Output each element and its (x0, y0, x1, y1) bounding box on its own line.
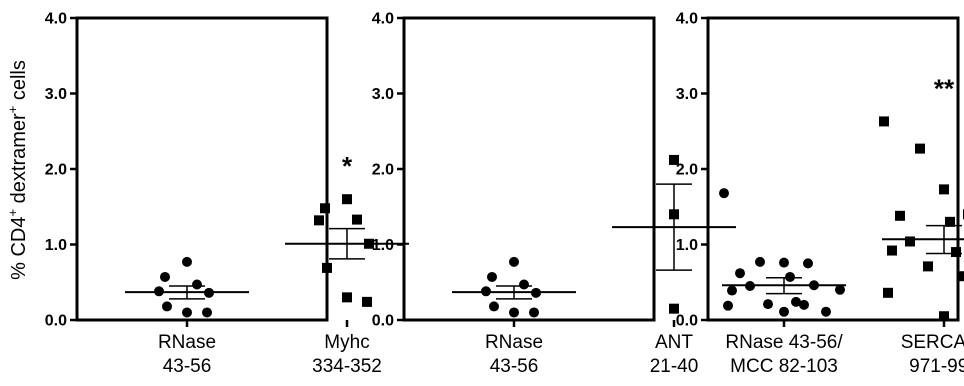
data-point (162, 301, 172, 312)
y-tick-label: 1.0 (676, 237, 698, 254)
y-tick-label: 3.0 (372, 86, 394, 103)
data-point (879, 116, 889, 127)
data-point (202, 307, 212, 318)
y-tick-label: 0.0 (45, 313, 67, 330)
panel-1: 0.0 1.0 2.0 3.0 4.0 RNase 43-56 Myhc 334-352 * (45, 11, 409, 377)
panels: 0.01.02.03.04.0RNase43-56Myhc334-352*0.0… (45, 11, 964, 377)
data-point (735, 268, 745, 279)
data-point (342, 292, 352, 303)
data-point (951, 247, 961, 258)
y-tick-label: 0.0 (372, 313, 394, 330)
y-tick-label: 2.0 (372, 162, 394, 179)
data-point (755, 256, 765, 267)
x-category-label: 21-40 (650, 356, 699, 377)
panel-2: 0.0 1.0 2.0 3.0 4.0 RNase 43-56 ANT 21-40 (372, 11, 736, 377)
data-point (322, 262, 332, 273)
y-tick-label: 2.0 (676, 162, 698, 179)
y-tick-label: 4.0 (45, 11, 67, 28)
data-point (519, 279, 529, 290)
y-axis-label-part: dextramer (8, 113, 30, 209)
data-point (314, 215, 324, 226)
data-point (529, 307, 539, 318)
data-point (182, 307, 192, 318)
y-tick-label: 4.0 (372, 11, 394, 28)
x-category-label: RNase (485, 332, 543, 353)
data-point (883, 287, 893, 298)
data-point (362, 296, 372, 307)
plot-frame (75, 16, 329, 322)
x-category-label: ANT (655, 332, 693, 353)
data-point (887, 245, 897, 256)
y-axis-label: % CD4+ dextramer+ cells (5, 60, 30, 280)
data-point (509, 307, 519, 318)
data-point (489, 301, 499, 312)
x-category-label: Myhc (324, 332, 369, 353)
plot-frame (402, 16, 656, 322)
data-point (342, 194, 352, 205)
x-category-label: MCC 82-103 (730, 356, 838, 377)
x-category-label: 43-56 (163, 356, 212, 377)
data-point (487, 271, 497, 282)
y-tick-label: 4.0 (676, 11, 698, 28)
x-category-label: 334-352 (312, 356, 382, 377)
data-point (763, 299, 773, 310)
x-category-label: SERCA2a (901, 332, 964, 353)
data-point (835, 284, 845, 295)
y-tick-label: 2.0 (45, 162, 67, 179)
data-point (723, 300, 733, 311)
y-tick-label: 0.0 (676, 313, 698, 330)
x-category-label: 971-990 (909, 356, 964, 377)
x-category-label: RNase 43-56/ (725, 332, 843, 353)
panel-3: 0.0 1.0 2.0 3.0 4.0 RNase 43-56/MCC 82-103 SER… (676, 11, 964, 377)
y-axis-label-part: % CD4 (8, 217, 30, 280)
data-point (923, 261, 933, 272)
data-point (182, 256, 192, 267)
y-tick-label: 1.0 (45, 237, 67, 254)
data-point (895, 210, 905, 221)
data-point (320, 203, 330, 214)
data-point (945, 216, 955, 227)
data-point (160, 271, 170, 282)
data-point (509, 256, 519, 267)
data-point (803, 258, 813, 269)
y-axis-label-part: cells (8, 60, 30, 106)
data-point (905, 236, 915, 247)
data-point (669, 303, 679, 314)
data-point (799, 299, 809, 310)
significance-marker: ** (934, 73, 955, 103)
data-point (669, 154, 679, 165)
data-point (939, 184, 949, 195)
data-point (791, 296, 801, 307)
plot-frame (706, 16, 960, 322)
y-axis-label-superscript: + (5, 209, 20, 217)
data-point (959, 271, 964, 282)
data-point (915, 143, 925, 154)
y-tick-label: 3.0 (45, 86, 67, 103)
data-point (192, 279, 202, 290)
data-point (719, 188, 729, 199)
data-point (821, 306, 831, 317)
data-point (779, 257, 789, 268)
y-tick-label: 3.0 (676, 86, 698, 103)
x-category-label: RNase (158, 332, 216, 353)
data-point (727, 285, 737, 296)
data-point (779, 306, 789, 317)
y-axis-label-superscript: + (5, 106, 20, 114)
data-point (939, 311, 949, 322)
significance-marker: * (342, 151, 353, 181)
x-category-label: 43-56 (490, 356, 539, 377)
y-tick-label: 1.0 (372, 237, 394, 254)
data-point (352, 214, 362, 225)
data-point (785, 271, 795, 282)
